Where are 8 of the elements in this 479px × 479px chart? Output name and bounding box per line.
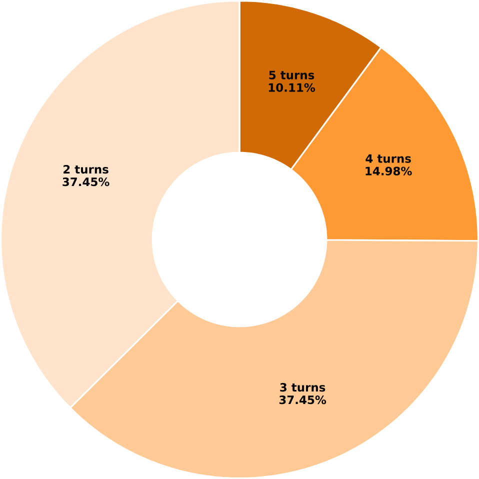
slice-label: 2 turns	[64, 164, 108, 174]
slice-label: 3 turns	[280, 382, 326, 392]
data-label: 14.98%	[366, 166, 412, 176]
data-label: 37.45%	[62, 177, 110, 186]
data-label: 10.11%	[268, 83, 316, 92]
slice-label: 4 turns	[366, 154, 411, 163]
data-label: 37.45%	[279, 396, 326, 404]
slice-label: 5 turns	[269, 70, 314, 80]
